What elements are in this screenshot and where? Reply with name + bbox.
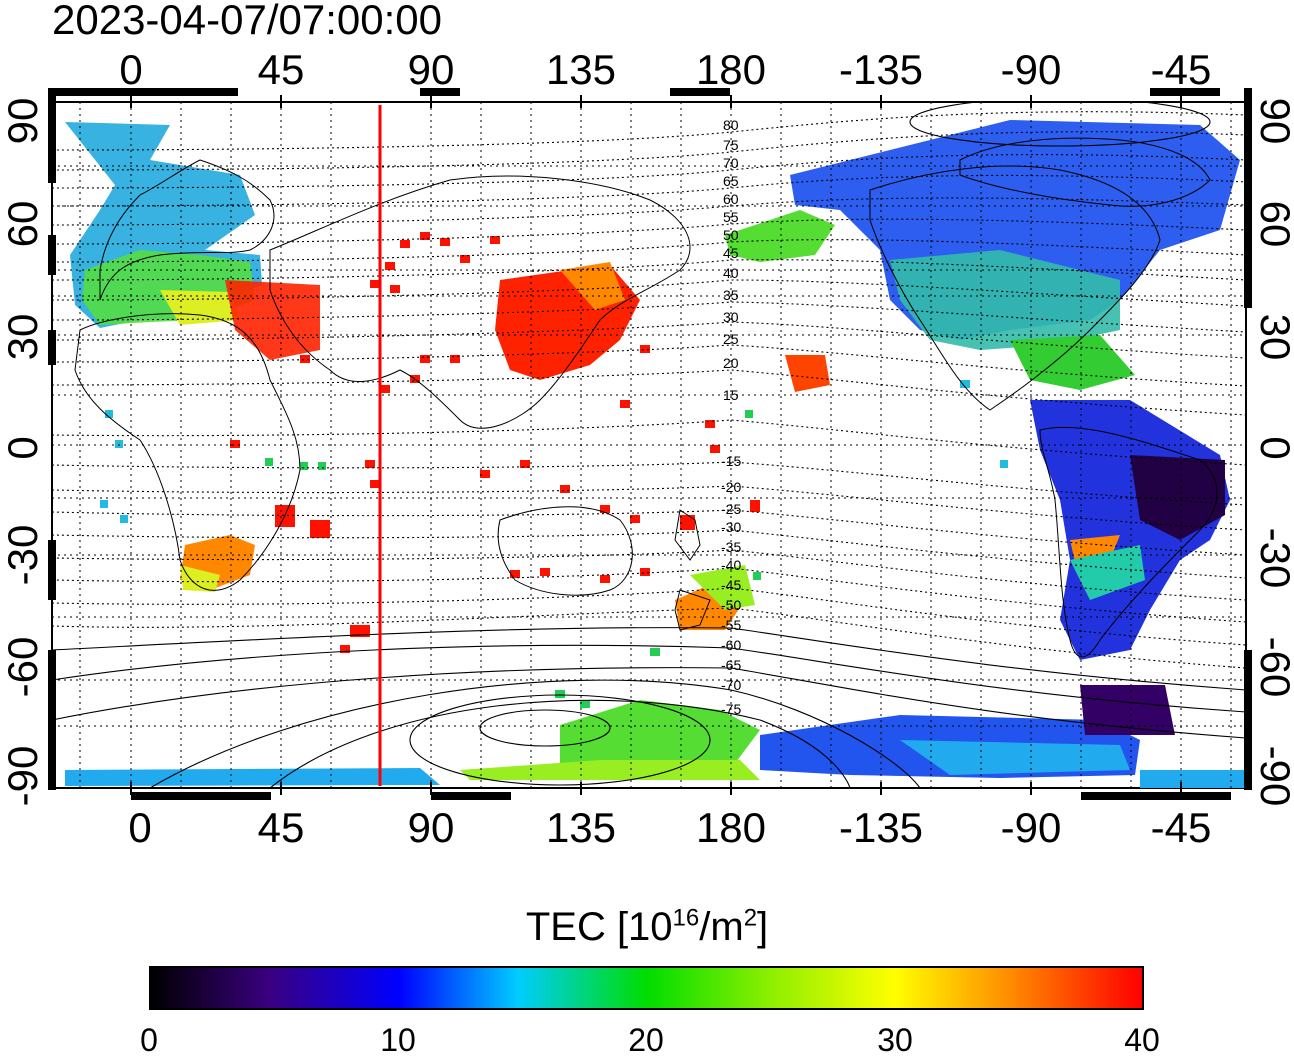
right-y-axis-labels: 90 60 30 0 -30 -60 -90 (1252, 98, 1294, 807)
top-x-tick-4: 180 (696, 46, 766, 93)
bottom-x-tick-6: -90 (1001, 804, 1062, 851)
top-x-tick-1: 45 (258, 46, 305, 93)
colorbar-tick-10: 10 (380, 1022, 416, 1058)
contour-label: -45 (721, 577, 741, 593)
colorbar-tick-20: 20 (628, 1022, 664, 1058)
left-y-tick-4: -30 (0, 525, 46, 586)
left-y-tick-5: -60 (0, 637, 46, 698)
top-x-tick-7: -45 (1151, 46, 1212, 93)
colorbar (149, 966, 1144, 1010)
bottom-x-tick-7: -45 (1151, 804, 1212, 851)
contour-label: -65 (721, 657, 741, 673)
contour-label: 50 (723, 227, 739, 243)
contour-label: 25 (723, 331, 739, 347)
left-y-tick-1: 60 (0, 201, 46, 248)
right-y-tick-4: -30 (1252, 528, 1294, 589)
contour-label: 60 (723, 191, 739, 207)
left-y-axis-labels: 90 60 30 0 -30 -60 -90 (0, 98, 46, 807)
top-x-tick-5: -135 (839, 46, 923, 93)
colorbar-title-unit: /m (699, 905, 744, 949)
contour-label: -25 (721, 501, 741, 517)
colorbar-tick-0: 0 (140, 1022, 158, 1058)
right-y-tick-6: -90 (1252, 746, 1294, 807)
right-y-tick-1: 60 (1252, 201, 1294, 248)
top-x-tick-3: 135 (546, 46, 616, 93)
coastlines (74, 137, 1218, 658)
contour-label: 35 (723, 287, 739, 303)
contour-label: -60 (721, 637, 741, 653)
bottom-x-tick-0: 0 (128, 804, 151, 851)
left-y-tick-0: 90 (0, 98, 46, 145)
bottom-x-tick-4: 180 (696, 804, 766, 851)
bottom-x-axis-labels: 0 45 90 135 180 -135 -90 -45 (128, 804, 1211, 851)
right-y-tick-5: -60 (1252, 637, 1294, 698)
colorbar-title-unit-exponent: 2 (743, 904, 758, 932)
contour-label: 80 (723, 117, 739, 133)
contour-label: -75 (721, 701, 741, 717)
contour-label: -35 (721, 539, 741, 555)
bottom-x-tick-2: 90 (408, 804, 455, 851)
tec-map: 0 45 90 135 180 -135 -90 -45 0 45 90 135… (0, 46, 1294, 851)
contour-label: 15 (723, 387, 739, 403)
timestamp-title: 2023-04-07/07:00:00 (52, 0, 442, 43)
colorbar-title-close: ] (757, 905, 769, 949)
magnetic-latitude-contours (52, 102, 1246, 788)
contour-value-labels: 80 75 70 65 60 55 50 45 40 35 30 25 20 1… (721, 117, 741, 717)
bottom-x-tick-5: -135 (839, 804, 923, 851)
left-y-tick-2: 30 (0, 314, 46, 361)
colorbar-title: TEC [1016/m2] (0, 904, 1294, 950)
right-y-tick-2: 30 (1252, 314, 1294, 361)
right-y-tick-3: 0 (1252, 436, 1294, 459)
contour-label: -55 (721, 617, 741, 633)
contour-label: -15 (721, 453, 741, 469)
contour-label: -30 (721, 519, 741, 535)
colorbar-tick-40: 40 (1124, 1022, 1160, 1058)
colorbar-title-exponent: 16 (672, 904, 700, 932)
contour-label: 65 (723, 173, 739, 189)
top-x-tick-6: -90 (1001, 46, 1062, 93)
top-x-axis-labels: 0 45 90 135 180 -135 -90 -45 (119, 46, 1211, 93)
contour-label: -70 (721, 677, 741, 693)
tick-marks (130, 95, 1182, 795)
colorbar-title-text: TEC [10 (525, 905, 673, 949)
top-x-tick-0: 0 (119, 46, 142, 93)
contour-label: 20 (723, 355, 739, 371)
contour-label: -40 (721, 557, 741, 573)
colorbar-tick-30: 30 (877, 1022, 913, 1058)
contour-label: 55 (723, 209, 739, 225)
contour-label: -50 (721, 597, 741, 613)
tec-data-layer (65, 120, 1246, 788)
contour-label: 45 (723, 245, 739, 261)
bottom-x-tick-1: 45 (258, 804, 305, 851)
bottom-x-tick-3: 135 (546, 804, 616, 851)
contour-label: 40 (723, 265, 739, 281)
grid-lines (52, 102, 1246, 788)
contour-label: 75 (723, 137, 739, 153)
top-x-tick-2: 90 (408, 46, 455, 93)
contour-label: 70 (723, 155, 739, 171)
contour-label: -20 (721, 479, 741, 495)
left-y-tick-6: -90 (0, 746, 46, 807)
right-y-tick-0: 90 (1252, 98, 1294, 145)
axis-frame-bars (48, 88, 1252, 800)
contour-label: 30 (723, 309, 739, 325)
left-y-tick-3: 0 (0, 436, 46, 459)
